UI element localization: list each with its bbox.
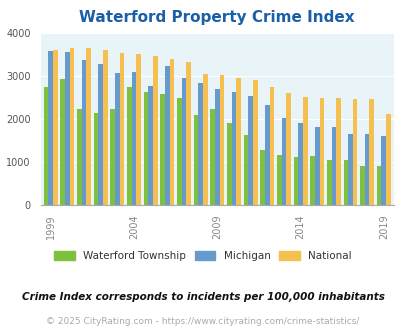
Bar [352, 99, 357, 205]
Bar [359, 166, 364, 205]
Bar [286, 93, 290, 205]
Text: Crime Index corresponds to incidents per 100,000 inhabitants: Crime Index corresponds to incidents per… [21, 292, 384, 302]
Bar [281, 117, 286, 205]
Bar [86, 49, 91, 205]
Bar [335, 98, 340, 205]
Bar [343, 160, 347, 205]
Bar [164, 66, 169, 205]
Bar [226, 123, 231, 205]
Bar [93, 113, 98, 205]
Bar [381, 136, 385, 205]
Bar [264, 105, 269, 205]
Bar [193, 115, 198, 205]
Bar [119, 53, 124, 205]
Bar [202, 74, 207, 205]
Legend: Waterford Township, Michigan, National: Waterford Township, Michigan, National [50, 247, 355, 265]
Bar [326, 160, 331, 205]
Bar [69, 48, 74, 205]
Bar [127, 86, 131, 205]
Bar [169, 59, 174, 205]
Bar [236, 79, 240, 205]
Bar [302, 97, 307, 205]
Bar [376, 166, 381, 205]
Bar [385, 114, 390, 205]
Bar [219, 75, 224, 205]
Bar [177, 98, 181, 205]
Bar [369, 99, 373, 205]
Bar [81, 60, 86, 205]
Text: © 2025 CityRating.com - https://www.cityrating.com/crime-statistics/: © 2025 CityRating.com - https://www.city… [46, 317, 359, 326]
Bar [331, 127, 335, 205]
Bar [43, 86, 48, 205]
Bar [309, 156, 314, 205]
Bar [115, 73, 119, 205]
Bar [210, 109, 214, 205]
Bar [297, 123, 302, 205]
Title: Waterford Property Crime Index: Waterford Property Crime Index [79, 10, 354, 25]
Bar [186, 62, 190, 205]
Bar [153, 56, 157, 205]
Bar [231, 92, 236, 205]
Bar [319, 98, 323, 205]
Bar [77, 109, 81, 205]
Bar [314, 127, 319, 205]
Bar [160, 94, 164, 205]
Bar [65, 52, 69, 205]
Bar [364, 134, 369, 205]
Bar [60, 79, 65, 205]
Bar [293, 157, 297, 205]
Bar [148, 86, 153, 205]
Bar [110, 109, 115, 205]
Bar [276, 155, 281, 205]
Bar [260, 150, 264, 205]
Bar [214, 89, 219, 205]
Bar [247, 96, 252, 205]
Bar [48, 51, 53, 205]
Bar [143, 92, 148, 205]
Bar [243, 135, 247, 205]
Bar [136, 54, 141, 205]
Bar [347, 134, 352, 205]
Bar [98, 64, 102, 205]
Bar [198, 83, 202, 205]
Bar [53, 50, 58, 205]
Bar [131, 72, 136, 205]
Bar [252, 80, 257, 205]
Bar [181, 78, 186, 205]
Bar [102, 50, 107, 205]
Bar [269, 87, 273, 205]
